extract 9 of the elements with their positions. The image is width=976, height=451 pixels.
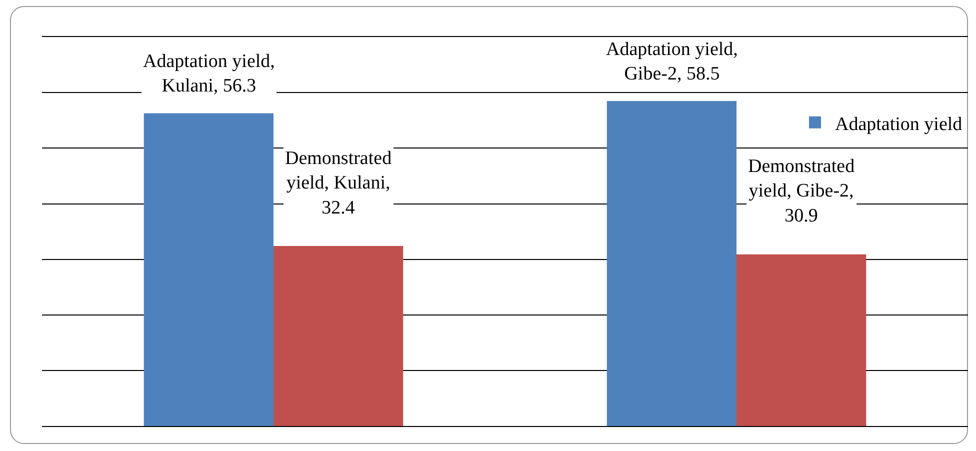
bar <box>606 101 736 426</box>
data-label: Demonstrated yield, Gibe-2, 30.9 <box>748 156 856 226</box>
data-label: Adaptation yield, Kulani, 56.3 <box>143 51 275 97</box>
data-label: Adaptation yield, Gibe-2, 58.5 <box>606 39 738 85</box>
bar <box>274 246 404 426</box>
data-label: Demonstrated yield, Kulani, 32.4 <box>285 148 392 218</box>
bar <box>144 113 274 426</box>
legend-label: Adaptation yield <box>835 114 963 135</box>
bar <box>736 254 866 426</box>
